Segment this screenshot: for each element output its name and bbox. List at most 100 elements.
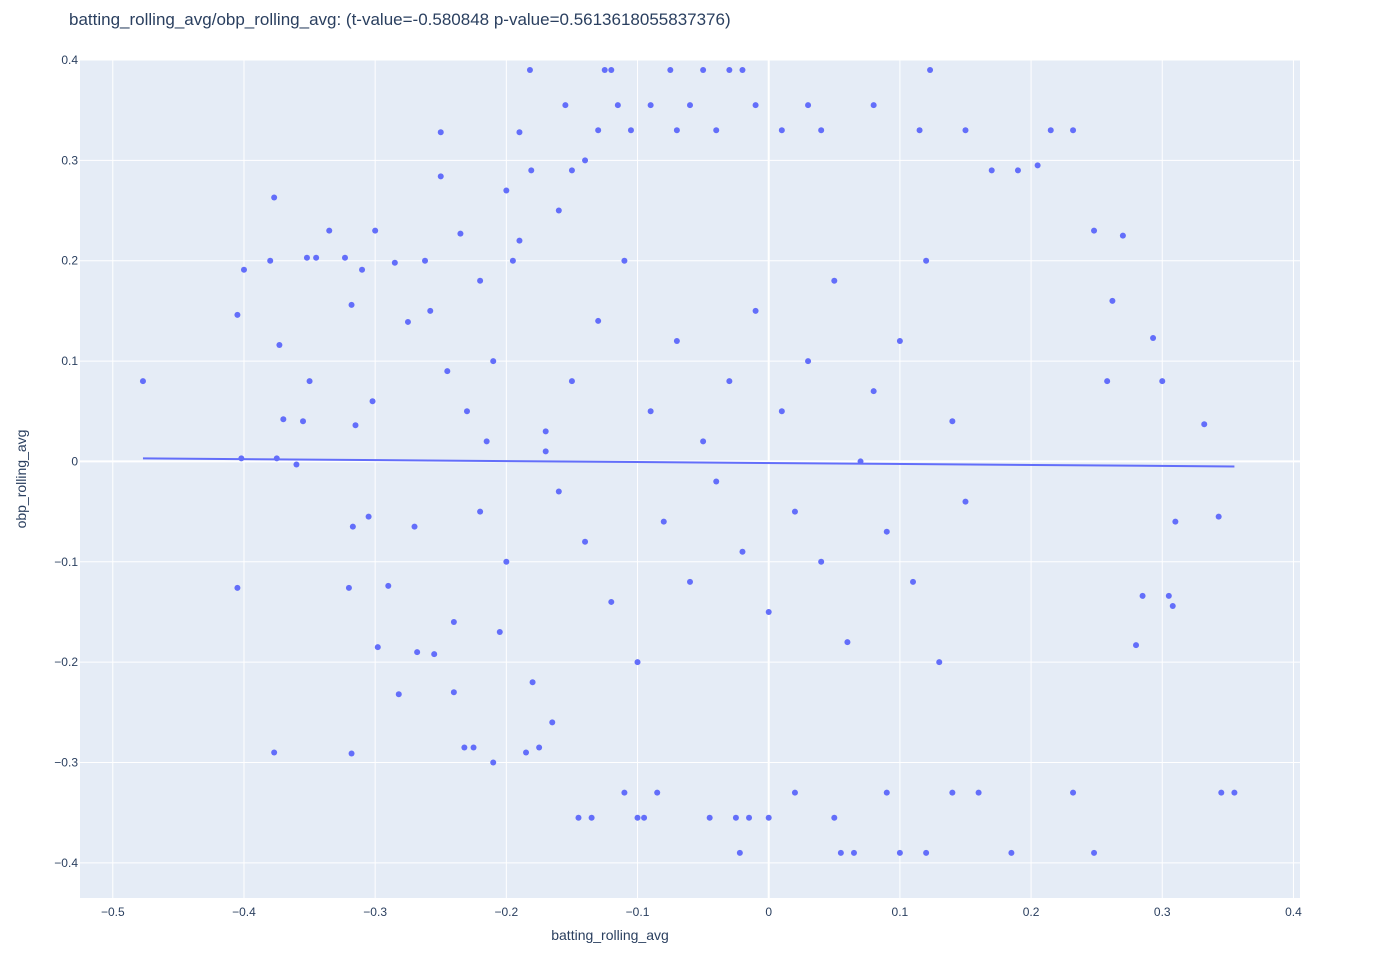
data-point[interactable] (601, 67, 608, 74)
data-point[interactable] (1070, 127, 1077, 134)
data-point[interactable] (1172, 518, 1179, 525)
data-point[interactable] (739, 67, 746, 74)
data-point[interactable] (542, 448, 549, 455)
data-point[interactable] (306, 378, 313, 385)
data-point[interactable] (234, 311, 241, 318)
data-point[interactable] (850, 849, 857, 856)
data-point[interactable] (634, 659, 641, 666)
data-point[interactable] (1165, 592, 1172, 599)
data-point[interactable] (509, 257, 516, 264)
data-point[interactable] (1159, 378, 1166, 385)
data-point[interactable] (496, 629, 503, 636)
data-point[interactable] (660, 518, 667, 525)
data-point[interactable] (923, 257, 930, 264)
data-point[interactable] (654, 789, 661, 796)
data-point[interactable] (988, 167, 995, 174)
data-point[interactable] (271, 194, 278, 201)
data-point[interactable] (927, 67, 934, 74)
data-point[interactable] (411, 523, 418, 530)
data-point[interactable] (345, 584, 352, 591)
data-point[interactable] (588, 814, 595, 821)
data-point[interactable] (562, 102, 569, 109)
data-point[interactable] (391, 259, 398, 266)
data-point[interactable] (673, 127, 680, 134)
data-point[interactable] (818, 558, 825, 565)
data-point[interactable] (752, 102, 759, 109)
data-point[interactable] (359, 266, 366, 273)
data-point[interactable] (490, 759, 497, 766)
data-point[interactable] (240, 266, 247, 273)
data-point[interactable] (614, 102, 621, 109)
data-point[interactable] (555, 488, 562, 495)
data-point[interactable] (523, 749, 530, 756)
data-point[interactable] (896, 849, 903, 856)
data-point[interactable] (765, 608, 772, 615)
data-point[interactable] (271, 749, 278, 756)
data-point[interactable] (778, 127, 785, 134)
data-point[interactable] (706, 814, 713, 821)
data-point[interactable] (365, 513, 372, 520)
data-point[interactable] (778, 408, 785, 415)
data-point[interactable] (313, 254, 320, 261)
data-point[interactable] (372, 227, 379, 234)
data-point[interactable] (267, 257, 274, 264)
data-point[interactable] (555, 207, 562, 214)
data-point[interactable] (621, 789, 628, 796)
data-point[interactable] (516, 129, 523, 136)
data-point[interactable] (582, 157, 589, 164)
data-point[interactable] (732, 814, 739, 821)
data-point[interactable] (667, 67, 674, 74)
data-point[interactable] (765, 814, 772, 821)
data-point[interactable] (582, 538, 589, 545)
data-point[interactable] (477, 508, 484, 515)
data-point[interactable] (739, 548, 746, 555)
data-point[interactable] (1104, 378, 1111, 385)
data-point[interactable] (490, 358, 497, 365)
data-point[interactable] (1070, 789, 1077, 796)
data-point[interactable] (1169, 602, 1176, 609)
data-point[interactable] (444, 368, 451, 375)
data-point[interactable] (437, 129, 444, 136)
data-point[interactable] (280, 416, 287, 423)
data-point[interactable] (528, 167, 535, 174)
data-point[interactable] (1091, 849, 1098, 856)
data-point[interactable] (503, 558, 510, 565)
data-point[interactable] (234, 584, 241, 591)
data-point[interactable] (374, 644, 381, 651)
data-point[interactable] (910, 578, 917, 585)
data-point[interactable] (647, 408, 654, 415)
data-point[interactable] (634, 814, 641, 821)
data-point[interactable] (791, 789, 798, 796)
data-point[interactable] (341, 254, 348, 261)
data-point[interactable] (326, 227, 333, 234)
data-point[interactable] (463, 408, 470, 415)
data-point[interactable] (450, 689, 457, 696)
data-point[interactable] (348, 750, 355, 757)
data-point[interactable] (1119, 232, 1126, 239)
data-point[interactable] (437, 173, 444, 180)
data-point[interactable] (975, 789, 982, 796)
data-point[interactable] (896, 338, 903, 345)
data-point[interactable] (791, 508, 798, 515)
data-point[interactable] (369, 398, 376, 405)
data-point[interactable] (837, 849, 844, 856)
data-point[interactable] (470, 744, 477, 751)
data-point[interactable] (450, 619, 457, 626)
data-point[interactable] (700, 67, 707, 74)
data-point[interactable] (516, 237, 523, 244)
data-point[interactable] (349, 523, 356, 530)
data-point[interactable] (422, 257, 429, 264)
data-point[interactable] (818, 127, 825, 134)
data-point[interactable] (883, 789, 890, 796)
data-point[interactable] (687, 102, 693, 109)
data-point[interactable] (1150, 334, 1157, 341)
data-point[interactable] (608, 598, 615, 605)
data-point[interactable] (647, 102, 654, 109)
data-point[interactable] (575, 814, 582, 821)
data-point[interactable] (831, 814, 838, 821)
data-point[interactable] (870, 102, 877, 109)
data-point[interactable] (962, 498, 969, 505)
data-point[interactable] (385, 582, 392, 589)
data-point[interactable] (1215, 513, 1222, 520)
data-point[interactable] (536, 744, 543, 751)
